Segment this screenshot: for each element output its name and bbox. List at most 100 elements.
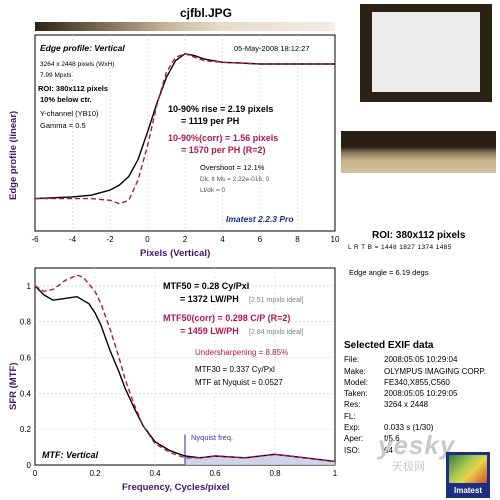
edge-x-tick-label: 8 xyxy=(295,235,300,244)
mtf-y-tick-label: 0.6 xyxy=(20,354,32,363)
edge-plot-date: 05-May-2008 18:12:27 xyxy=(234,44,309,53)
exif-row: Taken: 2008:05:05 10:29:05 xyxy=(344,388,486,399)
exif-value: 64 xyxy=(384,445,393,455)
mtf-y-tick-label: 0.4 xyxy=(20,389,32,398)
rise-value: 10-90% rise = 2.19 pixels xyxy=(168,104,273,114)
exif-key: File: xyxy=(344,355,360,365)
exif-key: Aper: xyxy=(344,434,364,444)
mtf50-ideal: [2.51 mpxls ideal] xyxy=(249,297,304,304)
channel-info: Y-channel (YB10) xyxy=(40,109,99,118)
edge-plot-title: Edge profile: Vertical xyxy=(40,43,125,53)
overshoot-value: Overshoot = 12.1% xyxy=(200,163,265,172)
edge-x-tick-label: -6 xyxy=(31,235,39,244)
edge-x-tick-label: -4 xyxy=(69,235,77,244)
exif-row: ISO: 64 xyxy=(344,445,486,456)
mtf-plot-grid xyxy=(35,268,335,465)
image-size: 3264 x 2448 pixels (WxH) xyxy=(40,61,114,68)
edge-x-tick-label: 10 xyxy=(331,235,340,244)
exif-key: Res: xyxy=(344,400,361,410)
mtf50corr-value: MTF50(corr) = 0.298 C/P (R=2) xyxy=(163,313,290,323)
exif-row: FL: xyxy=(344,411,486,422)
edge-x-tick-label: 2 xyxy=(183,235,188,244)
exif-value: FE340,X855,C560 xyxy=(384,377,450,387)
imatest-logo-text: Imatest xyxy=(453,486,482,495)
edge-x-tick-label: 0 xyxy=(145,235,150,244)
mtf-y-tick-label: 1 xyxy=(27,282,32,291)
mtf-corrected-line xyxy=(34,274,336,463)
mtf-x-tick-label: 0 xyxy=(33,469,38,478)
exif-value: OLYMPUS IMAGING CORP. xyxy=(384,366,486,376)
exif-panel: Selected EXIF data File: 2008:05:05 10:29… xyxy=(344,340,486,456)
exif-row: File: 2008:05:05 10:29:04 xyxy=(344,354,486,365)
mtf-y-tick-label: 0 xyxy=(27,461,32,470)
mtf-x-tick-label: 0.4 xyxy=(149,469,161,478)
edge-plot-xlabel: Pixels (Vertical) xyxy=(140,248,210,259)
mtf-plot-ylabel: SFR (MTF) xyxy=(8,363,19,411)
roi-panel-title: ROI: 380x112 pixels xyxy=(372,230,466,241)
mtf-plot: 0 0.2 0.4 0.6 0.8 1 0 0.2 0.4 0.6 0.8 1 MTF50 = 0.2… xyxy=(8,267,338,493)
rise-corr-value: 10-90%(corr) = 1.56 pixels xyxy=(168,133,278,143)
yesky-watermark-sub: 天极网 xyxy=(392,461,425,473)
exif-value: f/5.6 xyxy=(384,434,400,444)
exif-row: Model: FE340,X855,C560 xyxy=(344,377,486,388)
test-chart-thumbnail xyxy=(360,4,492,102)
exif-value: 2008:05:05 10:29:05 xyxy=(384,389,458,399)
mtf-y-tick-label: 0.2 xyxy=(20,425,32,434)
exif-key: Taken: xyxy=(344,389,368,399)
mtf-x-tick-label: 0.6 xyxy=(209,469,221,478)
imatest-logo-image xyxy=(449,455,487,483)
exif-key: Make: xyxy=(344,366,366,376)
mtf-plot-xlabel: Frequency, Cycles/pixel xyxy=(122,482,230,493)
exif-row: Aper: f/5.6 xyxy=(344,433,486,444)
exif-key: ISO: xyxy=(344,445,361,455)
edge-angle: Edge angle = 6.19 degs xyxy=(349,268,429,277)
mtf-plot-title: MTF: Vertical xyxy=(42,450,99,460)
mtf-nyquist-value: MTF at Nyquist = 0.0527 xyxy=(195,378,283,387)
roi-panel-bounds: L R T B = 1448 1827 1374 1485 xyxy=(348,244,452,251)
roi-crop-image xyxy=(341,131,496,173)
exif-row: Make: OLYMPUS IMAGING CORP. xyxy=(344,366,486,377)
exif-rows: File: 2008:05:05 10:29:04 Make: OLYMPUS IMA… xyxy=(344,354,486,456)
file-name: cjfbl.JPG xyxy=(180,6,233,20)
edge-gradient-strip xyxy=(35,22,335,31)
exif-key: Exp: xyxy=(344,423,361,433)
exif-title: Selected EXIF data xyxy=(344,340,434,351)
exif-value: 0.033 s (1/30) xyxy=(384,423,434,433)
exif-key: FL: xyxy=(344,411,356,421)
edge-plot-ylabel: Edge profile (linear) xyxy=(8,111,19,200)
rise-per-ph: = 1119 per PH xyxy=(181,116,239,126)
dk-value: Dk, lt Ms = 2.22e-016, 0 xyxy=(200,176,270,183)
rise-corr-per-ph: = 1570 per PH (R=2) xyxy=(181,145,266,155)
exif-row: Exp: 0.033 s (1/30) xyxy=(344,422,486,433)
edge-profile-corrected-line xyxy=(35,52,335,205)
mtf30-value: MTF30 = 0.337 Cy/Pxl xyxy=(195,365,275,374)
roi-below: 10% below ctr. xyxy=(40,95,92,104)
edge-profile-plot: -6 -4 -2 0 2 4 6 8 10 Edge profile: Vertical 05-… xyxy=(8,34,340,259)
nyquist-label: Nyquist freq. xyxy=(191,433,233,442)
undersharpening-value: Undersharpening = 8.85% xyxy=(195,348,288,357)
test-chart-image xyxy=(372,12,480,92)
exif-value: 3264 x 2448 xyxy=(384,400,429,410)
ltdk-value: Lt/dk = 0 xyxy=(200,187,225,194)
exif-key: Model: xyxy=(344,377,369,387)
mtf-y-tick-label: 0.8 xyxy=(20,318,32,327)
edge-plot-x-ticks: -6 -4 -2 0 2 4 6 8 10 xyxy=(31,235,340,244)
edge-plot-grid xyxy=(72,35,298,231)
mtf-plot-ticks: 0 0.2 0.4 0.6 0.8 1 0 0.2 0.4 0.6 0.8 1 xyxy=(20,282,338,478)
exif-value: 2008:05:05 10:29:04 xyxy=(384,355,458,365)
mtf50-value: MTF50 = 0.28 Cy/Pxl xyxy=(163,281,249,291)
yesky-watermark: yesky xyxy=(378,430,456,460)
imatest-version: Imatest 2.2.3 Pro xyxy=(226,214,294,224)
gamma-info: Gamma = 0.5 xyxy=(40,121,86,130)
mtf-x-tick-label: 0.2 xyxy=(89,469,101,478)
edge-x-tick-label: -2 xyxy=(106,235,114,244)
mtf50corr-lw: = 1459 LW/PH xyxy=(180,326,239,336)
edge-x-tick-label: 6 xyxy=(258,235,263,244)
mtf-x-tick-label: 1 xyxy=(333,469,338,478)
exif-row: Res: 3264 x 2448 xyxy=(344,399,486,410)
mtf-x-tick-label: 0.8 xyxy=(269,469,281,478)
roi-info: ROI: 380x112 pixels xyxy=(38,84,108,93)
mtf50-lw: = 1372 LW/PH xyxy=(180,294,239,304)
image-mpxls: 7.99 Mpxls xyxy=(40,72,72,79)
